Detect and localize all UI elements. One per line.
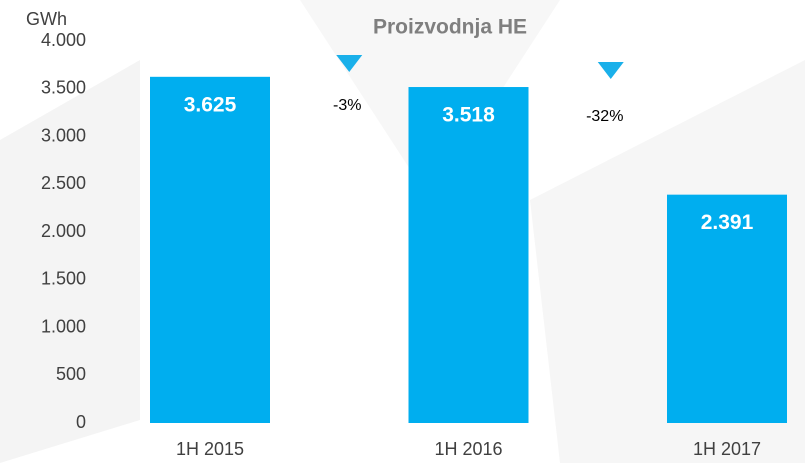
change-indicator	[597, 62, 624, 79]
y-tick-label: 4.000	[41, 30, 86, 50]
y-tick-label: 2.500	[41, 173, 86, 193]
bar	[667, 194, 787, 423]
change-indicator	[336, 55, 363, 72]
x-tick-label: 1H 2015	[176, 439, 244, 459]
value-label: 3.518	[442, 104, 495, 127]
chart-title: Proizvodnja HE	[373, 16, 527, 39]
change-label: -32%	[586, 108, 623, 125]
bar	[408, 87, 529, 423]
x-tick-label: 1H 2016	[434, 439, 502, 459]
background-shape	[0, 60, 140, 463]
y-tick-label: 3.500	[41, 78, 86, 98]
y-tick-label: 1.000	[41, 316, 86, 336]
y-tick-label: 1.500	[41, 269, 86, 289]
x-tick-label: 1H 2017	[693, 439, 761, 459]
y-tick-label: 500	[56, 364, 86, 384]
y-axis-label: GWh	[26, 9, 67, 29]
value-label: 3.625	[184, 93, 237, 116]
y-tick-label: 0	[76, 412, 86, 432]
y-tick-label: 2.000	[41, 221, 86, 241]
y-tick-label: 3.000	[41, 125, 86, 145]
value-label: 2.391	[701, 211, 754, 234]
change-label: -3%	[333, 97, 361, 114]
bar	[150, 76, 270, 423]
